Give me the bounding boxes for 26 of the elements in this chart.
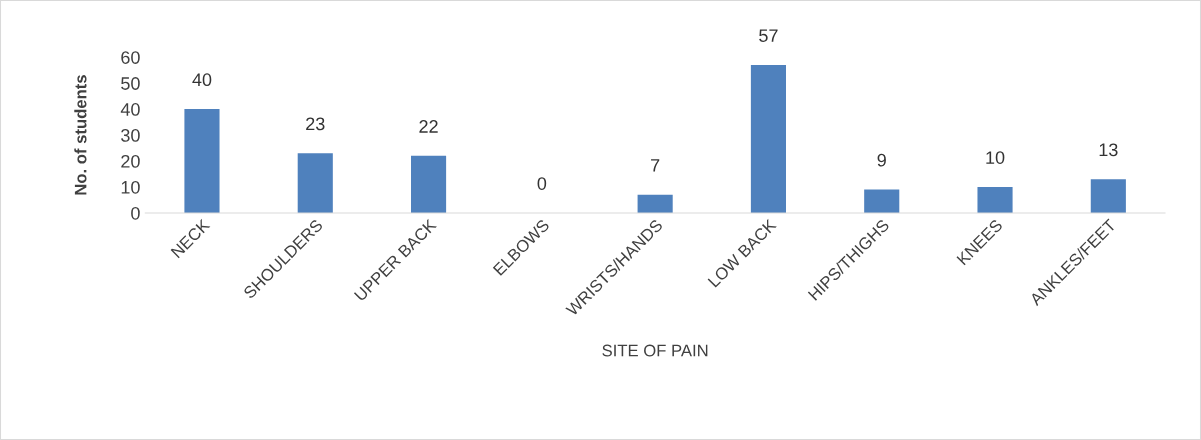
y-tick-label: 50 — [121, 77, 140, 90]
bar — [750, 64, 786, 213]
y-tick-label: 20 — [121, 154, 140, 168]
bar — [297, 153, 333, 213]
data-label: 10 — [986, 151, 1005, 164]
y-tick-label: 10 — [121, 180, 140, 194]
data-label: 0 — [537, 177, 547, 190]
y-tick-label: 30 — [121, 129, 140, 142]
bar — [977, 187, 1013, 213]
data-label: 40 — [192, 73, 212, 87]
bar — [864, 189, 900, 213]
data-label: 13 — [1099, 143, 1118, 157]
bar — [637, 194, 673, 213]
data-label: 7 — [651, 159, 660, 172]
data-label: 57 — [759, 29, 778, 42]
y-axis-title: No. of students — [74, 75, 87, 195]
bar — [184, 109, 220, 213]
data-label: 22 — [419, 120, 438, 133]
y-tick-label: 0 — [131, 206, 140, 220]
bar — [411, 155, 447, 213]
data-label: 9 — [877, 153, 886, 167]
bar — [1090, 179, 1126, 213]
data-label: 23 — [306, 117, 325, 131]
y-tick-label: 40 — [120, 103, 140, 116]
x-axis-title: SITE OF PAIN — [602, 344, 708, 357]
y-tick-label: 60 — [121, 51, 140, 64]
